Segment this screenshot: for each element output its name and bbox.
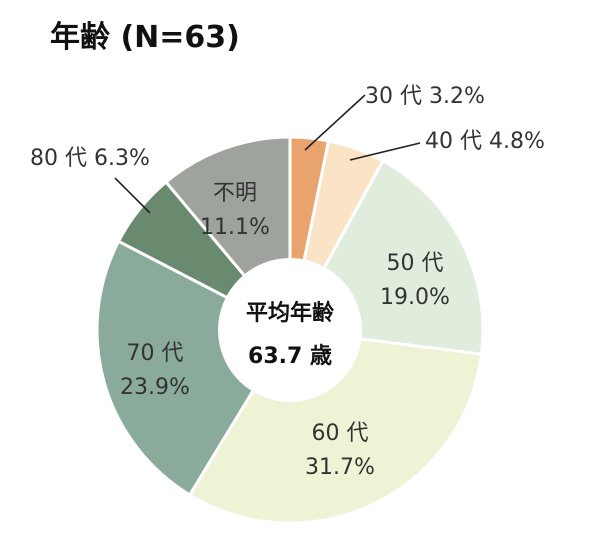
leader-line-1	[304, 94, 366, 151]
leader-line-6	[114, 177, 151, 214]
slice-5	[95, 239, 293, 497]
slice-label-4: 60 代	[312, 421, 369, 446]
slice-labels: 30 代 3.2% 40 代 4.8% 50 代 19.0% 60 代 31.7% 70 代…	[30, 84, 545, 480]
slice-label-3: 50 代	[387, 251, 444, 276]
slice-label-5: 70 代	[127, 341, 184, 366]
center-label: 平均年齢	[246, 300, 335, 326]
slice-value-4: 31.7%	[305, 455, 375, 480]
slice-value-3: 19.0%	[380, 285, 450, 310]
slice-label-6: 80 代 6.3%	[30, 146, 150, 171]
slice-label-1: 30 代 3.2%	[365, 84, 485, 109]
slice-label-7: 不明	[213, 181, 257, 206]
slice-value-7: 11.1%	[200, 215, 270, 240]
center-value: 63.7 歳	[248, 344, 332, 369]
chart-title: 年齢 (N=63)	[50, 20, 240, 55]
leader-lines	[114, 94, 421, 214]
slice-label-2: 40 代 4.8%	[425, 129, 545, 154]
slice-value-5: 23.9%	[120, 375, 190, 400]
leader-line-2	[349, 142, 421, 161]
donut-hole	[218, 258, 362, 402]
